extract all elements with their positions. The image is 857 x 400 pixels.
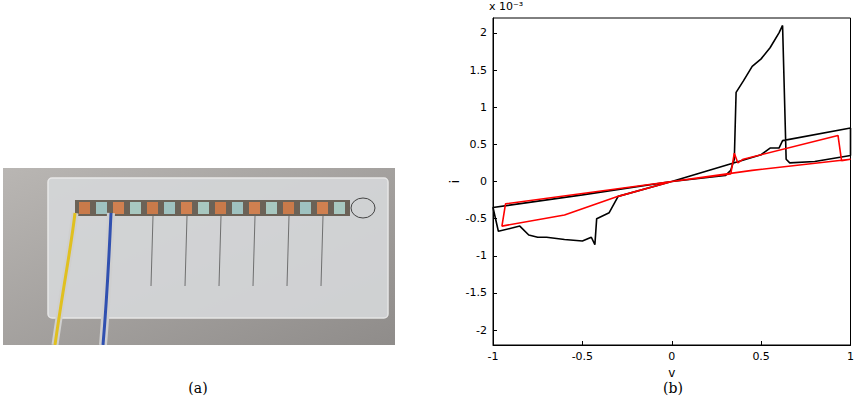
svg-text:0: 0	[480, 175, 487, 188]
svg-text:(b): (b)	[663, 380, 683, 396]
svg-text:i: i	[448, 180, 462, 183]
svg-text:1: 1	[480, 101, 487, 114]
svg-text:-0.5: -0.5	[466, 212, 487, 225]
svg-text:(a): (a)	[188, 380, 207, 396]
svg-text:x 10⁻³: x 10⁻³	[489, 0, 523, 13]
svg-text:-1.5: -1.5	[466, 286, 487, 299]
svg-text:-1: -1	[488, 350, 499, 363]
svg-text:-1: -1	[476, 249, 487, 262]
svg-text:1.5: 1.5	[470, 64, 488, 77]
svg-text:0.5: 0.5	[752, 350, 770, 363]
svg-text:0: 0	[668, 350, 675, 363]
svg-text:0.5: 0.5	[470, 138, 488, 151]
svg-text:1: 1	[847, 350, 854, 363]
svg-text:-2: -2	[476, 324, 487, 337]
svg-text:v: v	[668, 366, 675, 380]
svg-text:-0.5: -0.5	[572, 350, 593, 363]
svg-text:2: 2	[480, 26, 487, 39]
